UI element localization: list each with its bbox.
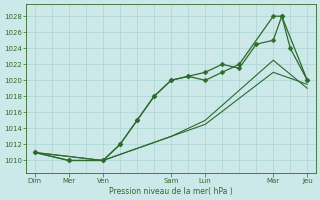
- X-axis label: Pression niveau de la mer( hPa ): Pression niveau de la mer( hPa ): [109, 187, 233, 196]
